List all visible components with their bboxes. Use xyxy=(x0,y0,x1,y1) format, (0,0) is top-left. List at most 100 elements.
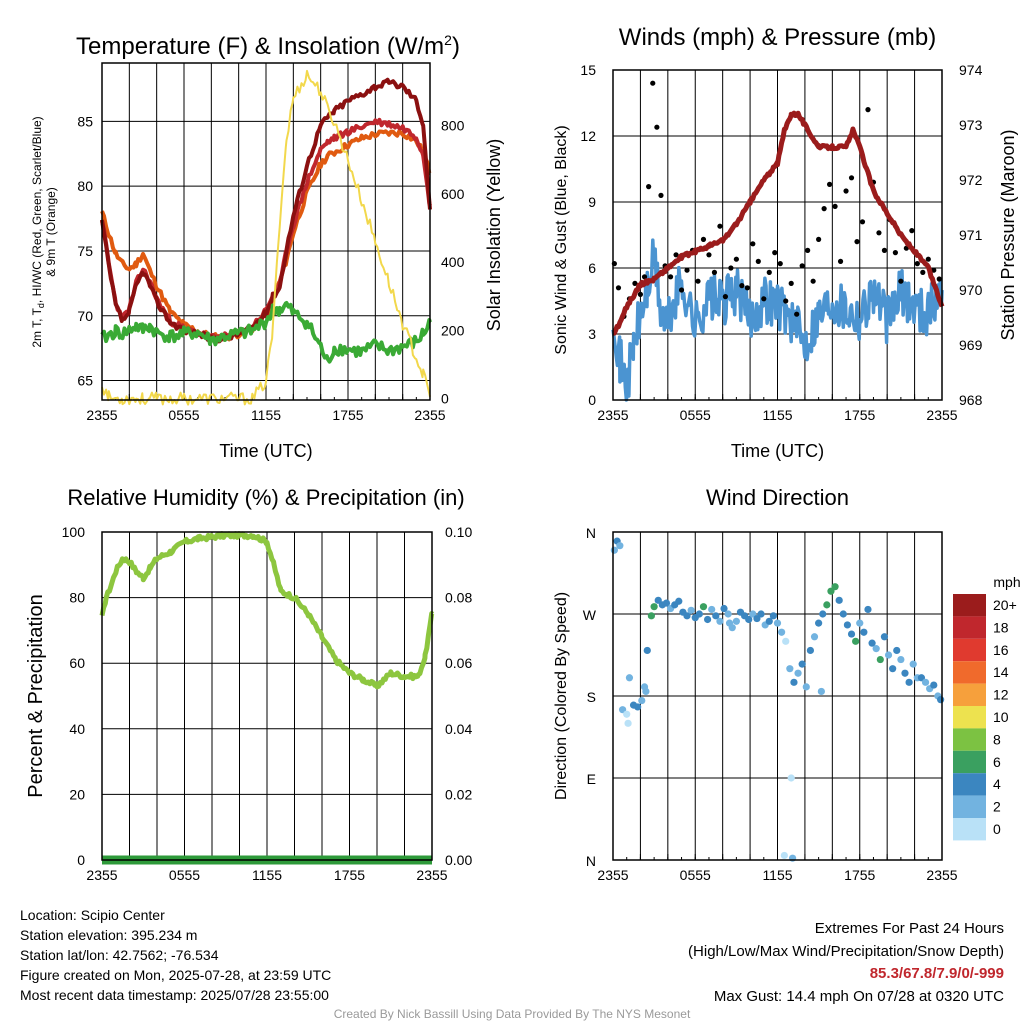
gust-point xyxy=(700,236,707,242)
legend-label: 16 xyxy=(993,642,1009,658)
x-tick-label: 2355 xyxy=(416,867,447,883)
x-tick-label: 0555 xyxy=(680,407,711,423)
direction-point xyxy=(786,665,794,673)
gust-point xyxy=(615,285,622,291)
y-tick-label: 70 xyxy=(77,308,93,324)
direction-point xyxy=(790,678,798,686)
y2-axis-label: Station Pressure (Maroon) xyxy=(998,129,1018,340)
y-tick-label: 80 xyxy=(69,590,85,606)
gust-point xyxy=(678,287,685,293)
legend-title: mph xyxy=(993,574,1020,590)
temperature-axes: 2355 0555 1155 1755 2355 65 70 75 80 85 0 200 400 600… xyxy=(77,63,465,423)
direction-point xyxy=(843,621,852,629)
y-tick-label: 0 xyxy=(77,852,85,868)
series-line xyxy=(101,69,431,406)
legend-swatch xyxy=(953,818,986,841)
station-info: Location: Scipio Center Station elevatio… xyxy=(20,905,331,1005)
x-tick-label: 2355 xyxy=(926,407,957,423)
y2-tick-label: 0.08 xyxy=(445,590,472,606)
direction-point xyxy=(662,599,671,607)
credit-line: Created By Nick Bassill Using Data Provi… xyxy=(333,1007,691,1021)
direction-point xyxy=(909,660,917,668)
y-axis-label-2: & 9m T (Orange) xyxy=(44,187,58,277)
direction-point xyxy=(852,637,860,645)
x-axis-label: Time (UTC) xyxy=(219,441,312,461)
legend-label: 10 xyxy=(993,709,1009,725)
y-tick-label: 9 xyxy=(588,194,596,210)
x-tick-label: 2355 xyxy=(86,867,117,883)
gust-point xyxy=(876,230,882,236)
direction-point xyxy=(860,628,868,636)
legend-swatch xyxy=(953,661,986,684)
gust-point xyxy=(777,261,783,267)
legend-label: 0 xyxy=(993,821,1001,837)
y2-tick-label: 600 xyxy=(441,186,465,202)
y-tick-label: 0 xyxy=(588,392,596,408)
y2-tick-label: 971 xyxy=(959,227,983,243)
direction-point xyxy=(725,619,734,627)
direction-point xyxy=(687,606,695,614)
chart-title: Wind Direction xyxy=(706,485,849,510)
gust-point xyxy=(799,263,805,269)
direction-point xyxy=(876,655,884,664)
speed-legend: mph 20+ 18 16 14 12 10 8 6 4 2 0 xyxy=(953,574,1021,841)
direction-point xyxy=(817,687,825,696)
y-tick-label: 75 xyxy=(77,243,93,259)
direction-point xyxy=(720,604,728,613)
direction-point xyxy=(798,660,806,668)
y-tick-label: 100 xyxy=(62,524,86,540)
direction-point xyxy=(872,645,880,653)
legend-swatch xyxy=(953,773,986,796)
gust-point xyxy=(936,276,942,282)
legend-swatch xyxy=(953,594,986,617)
gust-point xyxy=(854,239,860,245)
direction-point xyxy=(901,669,909,677)
direction-point xyxy=(695,610,703,618)
gust-point xyxy=(914,261,920,267)
direction-point xyxy=(815,619,823,627)
direction-point xyxy=(757,610,765,618)
gust-point xyxy=(837,258,844,264)
gust-point xyxy=(728,265,734,271)
gust-point xyxy=(931,267,937,273)
direction-point xyxy=(937,696,945,704)
direction-point xyxy=(765,617,773,625)
direction-point xyxy=(864,605,872,614)
direction-point xyxy=(856,619,864,627)
y-tick-label: N xyxy=(586,853,596,869)
extremes-values: 85.3/67.8/7.9/0/-999 xyxy=(869,965,1004,982)
direction-point xyxy=(782,637,790,645)
y-tick-label: N xyxy=(586,525,596,541)
y-tick-label: 40 xyxy=(69,721,85,737)
y2-tick-label: 0 xyxy=(441,391,449,407)
y2-tick-label: 973 xyxy=(959,117,983,133)
gust-point xyxy=(646,184,652,190)
legend-label: 12 xyxy=(993,687,1009,703)
legend-swatch xyxy=(953,795,986,818)
x-tick-label: 2355 xyxy=(414,407,445,423)
chart-title: Relative Humidity (%) & Precipitation (i… xyxy=(67,485,464,510)
y-tick-label: 85 xyxy=(77,113,93,129)
humidity-line xyxy=(99,531,435,690)
y2-tick-label: 400 xyxy=(441,254,465,270)
series-line xyxy=(100,301,432,364)
x-tick-label: 0555 xyxy=(680,867,711,883)
direction-point xyxy=(889,665,897,673)
legend-swatch xyxy=(953,706,986,729)
extremes-title: Extremes For Past 24 Hours xyxy=(814,920,1004,937)
y-axis-label: 2m T, Td, HI/WC (Red, Green, Scarlet/Blu… xyxy=(30,116,46,347)
direction-point xyxy=(703,615,712,624)
direction-point xyxy=(787,774,795,782)
x-tick-label: 2355 xyxy=(926,867,957,883)
direction-point xyxy=(806,646,815,655)
gust-point xyxy=(744,285,750,291)
gust-point xyxy=(826,181,833,187)
legend-label: 4 xyxy=(993,776,1001,792)
direction-point xyxy=(624,719,632,727)
gust-point xyxy=(632,280,638,286)
x-tick-label: 2355 xyxy=(597,407,628,423)
gust-point xyxy=(654,124,660,130)
x-axis-label: Time (UTC) xyxy=(731,441,824,461)
